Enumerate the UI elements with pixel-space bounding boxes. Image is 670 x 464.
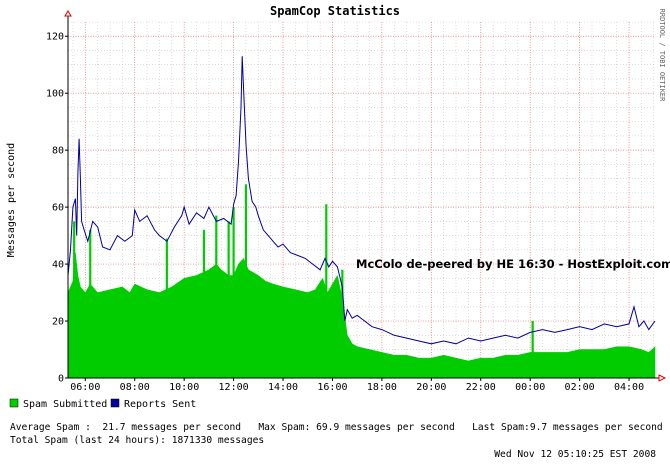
y-tick-label: 40 xyxy=(52,260,64,271)
y-tick-label: 100 xyxy=(46,89,64,100)
x-tick-label: 22:00 xyxy=(466,382,496,393)
y-tick-label: 20 xyxy=(52,317,64,328)
legend: Spam Submitted Reports Sent xyxy=(9,398,196,410)
y-axis-arrow xyxy=(64,10,72,17)
x-tick-label: 04:00 xyxy=(614,382,644,393)
y-tick-label: 60 xyxy=(52,203,64,214)
x-tick-label: 08:00 xyxy=(120,382,150,393)
rrdtool-watermark: RRDTOOL / TOBI OETIKER xyxy=(658,9,666,103)
x-tick-label: 18:00 xyxy=(367,382,397,393)
legend-swatch-reports-sent xyxy=(110,398,120,408)
legend-swatch-spam-submitted xyxy=(9,398,19,408)
y-tick-label: 0 xyxy=(58,374,64,385)
mccolo-annotation: McColo de-peered by HE 16:30 - HostExplo… xyxy=(356,257,670,271)
x-tick-label: 14:00 xyxy=(268,382,298,393)
x-tick-label: 06:00 xyxy=(70,382,100,393)
x-axis-arrow xyxy=(658,374,667,382)
x-tick-label: 20:00 xyxy=(416,382,446,393)
x-tick-label: 02:00 xyxy=(565,382,595,393)
y-axis-label: Messages per second xyxy=(6,143,17,257)
series-area-spam-submitted xyxy=(67,252,656,379)
stats-total-line: Total Spam (last 24 hours): 1871330 mess… xyxy=(10,435,264,446)
chart-title: SpamCop Statistics xyxy=(270,4,400,18)
timestamp: Wed Nov 12 05:10:25 EST 2008 xyxy=(494,449,656,460)
series-line-reports-sent xyxy=(67,56,656,345)
x-tick-label: 10:00 xyxy=(169,382,199,393)
plot-area: 0 20 40 60 80 100 120 06:00 08:00 10:00 12:00 14:00… xyxy=(46,10,667,393)
y-tick-label: 80 xyxy=(52,146,64,157)
stats-average-line: Average Spam : 21.7 messages per second … xyxy=(10,422,663,433)
y-tick-label: 120 xyxy=(46,32,64,43)
legend-label-spam-submitted: Spam Submitted xyxy=(23,399,107,410)
legend-label-reports-sent: Reports Sent xyxy=(124,399,196,410)
x-tick-label: 00:00 xyxy=(515,382,545,393)
x-tick-label: 12:00 xyxy=(219,382,249,393)
x-tick-label: 16:00 xyxy=(317,382,347,393)
